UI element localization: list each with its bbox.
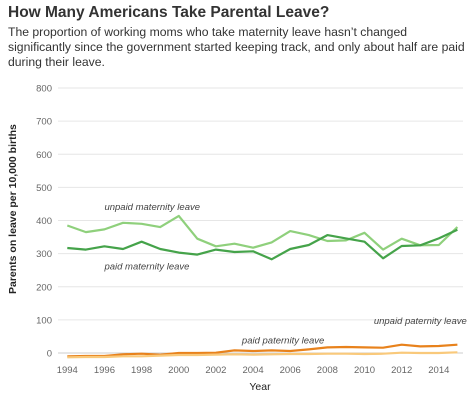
series-line-paid-paternity-leave: [67, 343, 458, 358]
y-tick-label: 0: [47, 349, 52, 360]
series-line-unpaid-maternity-leave: [66, 214, 459, 251]
y-tick-label: 200: [36, 282, 52, 293]
x-tick-label: 1994: [57, 365, 78, 376]
series-annotation-label: paid paternity leave: [241, 336, 324, 347]
y-tick-label: 300: [36, 249, 52, 260]
series-annotation-label: paid maternity leave: [103, 262, 189, 273]
x-axis-ticks: 1994 1996 1998 2000 2002 2004 2006 2008 2010 2012…: [57, 365, 450, 376]
y-tick-label: 400: [36, 216, 52, 227]
gridlines: [58, 87, 463, 354]
x-tick-label: 2010: [354, 365, 375, 376]
x-axis-title: Year: [249, 381, 271, 393]
series-lines: [66, 214, 459, 359]
series-line-paid-maternity-leave: [67, 228, 458, 261]
x-tick-label: 2006: [280, 365, 301, 376]
y-axis-ticks: 0 100 200 300 400 500 600 700 800: [36, 84, 52, 360]
series-line-unpaid-paternity-leave: [67, 351, 458, 359]
x-tick-label: 2000: [168, 365, 189, 376]
x-tick-label: 2014: [428, 365, 449, 376]
x-tick-label: 2012: [391, 365, 412, 376]
x-tick-label: 1996: [94, 365, 115, 376]
chart-subtitle: The proportion of working moms who take …: [8, 25, 465, 69]
y-tick-label: 600: [36, 150, 52, 161]
series-annotation-label: unpaid maternity leave: [104, 202, 200, 213]
x-tick-label: 1998: [131, 365, 152, 376]
series-annotation-label: unpaid paternity leave: [374, 316, 467, 327]
x-tick-label: 2008: [317, 365, 338, 376]
y-tick-label: 800: [36, 84, 52, 95]
series-annotations: unpaid maternity leave paid maternity lea…: [103, 202, 466, 347]
y-tick-label: 700: [36, 117, 52, 128]
x-tick-label: 2004: [242, 365, 263, 376]
y-tick-label: 100: [36, 315, 52, 326]
x-tick-label: 2002: [205, 365, 226, 376]
y-tick-label: 500: [36, 183, 52, 194]
chart-title: How Many Americans Take Parental Leave?: [8, 4, 330, 21]
